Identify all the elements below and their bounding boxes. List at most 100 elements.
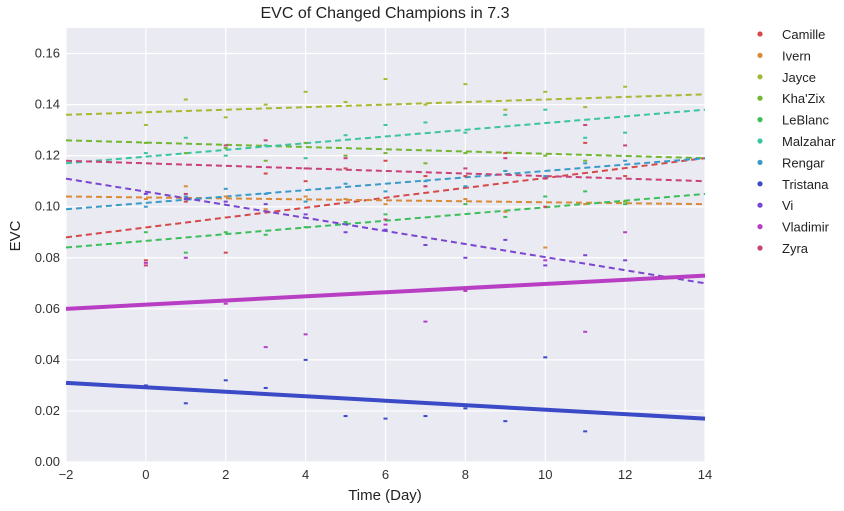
- data-point-leblanc: [383, 213, 388, 216]
- data-point-kha-zix: [303, 141, 308, 144]
- data-point-leblanc: [463, 203, 468, 206]
- legend-item-malzahar: Malzahar: [757, 134, 836, 149]
- data-point-jayce: [583, 106, 588, 109]
- trend-line-vi: [65, 177, 706, 285]
- legend-marker: [757, 74, 763, 80]
- data-point-leblanc: [343, 221, 348, 224]
- data-point-jayce: [463, 83, 468, 86]
- data-point-zyra: [503, 157, 508, 160]
- data-point-vladimir: [583, 330, 588, 333]
- legend-marker: [757, 52, 763, 59]
- data-point-vladimir: [343, 292, 348, 295]
- data-point-vi: [543, 264, 548, 267]
- data-point-jayce: [383, 78, 388, 81]
- data-point-tristana: [263, 386, 268, 389]
- data-point-malzahar: [543, 108, 548, 111]
- data-point-malzahar: [263, 144, 268, 147]
- data-point-zyra: [303, 167, 308, 170]
- y-tick-label: 0.04: [35, 352, 60, 367]
- trend-line-tristana: [65, 380, 706, 421]
- legend-label: Camille: [782, 27, 825, 42]
- data-point-jayce: [303, 90, 308, 93]
- x-tick-label: 10: [538, 467, 552, 482]
- legend-item-jayce: Jayce: [757, 70, 816, 85]
- legend-marker: [757, 95, 763, 101]
- data-point-kha-zix: [543, 154, 548, 157]
- data-point-zyra: [143, 264, 148, 267]
- data-point-vladimir: [543, 259, 548, 262]
- data-point-vi: [503, 238, 508, 241]
- legend-item-camille: Camille: [757, 27, 825, 42]
- data-point-vi: [223, 200, 228, 203]
- data-point-tristana: [183, 402, 188, 405]
- data-point-tristana: [543, 356, 548, 359]
- x-tick-label: 12: [618, 467, 632, 482]
- legend-label: Zyra: [782, 241, 809, 256]
- data-point-rengar: [183, 195, 188, 198]
- legend-label: LeBlanc: [782, 113, 829, 128]
- data-point-ivern: [583, 203, 588, 206]
- data-point-jayce: [503, 108, 508, 111]
- data-point-tristana: [223, 379, 228, 382]
- data-point-jayce: [423, 103, 428, 106]
- data-point-zyra: [423, 185, 428, 188]
- data-point-kha-zix: [423, 162, 428, 165]
- data-point-jayce: [623, 85, 628, 88]
- data-point-ivern: [343, 198, 348, 201]
- data-point-vladimir: [463, 289, 468, 292]
- x-tick-label: 8: [462, 467, 469, 482]
- data-point-vladimir: [303, 333, 308, 336]
- data-point-camille: [223, 251, 228, 254]
- x-axis-ticks: −2 0 2 4 6 8 10 12 14: [59, 467, 713, 482]
- legend-item-leblanc: LeBlanc: [757, 113, 829, 128]
- data-point-ivern: [543, 246, 548, 249]
- data-point-camille: [303, 180, 308, 183]
- trend-lines: [65, 93, 706, 421]
- data-point-leblanc: [143, 231, 148, 234]
- data-point-zyra: [343, 157, 348, 160]
- data-point-zyra: [223, 144, 228, 147]
- data-point-camille: [183, 200, 188, 203]
- legend-marker: [757, 117, 763, 123]
- data-point-rengar: [143, 205, 148, 208]
- x-tick-label: 0: [142, 467, 149, 482]
- y-tick-label: 0.08: [35, 250, 60, 265]
- legend-marker: [757, 245, 763, 251]
- x-tick-label: 2: [222, 467, 229, 482]
- data-point-leblanc: [623, 203, 628, 206]
- data-point-rengar: [583, 162, 588, 165]
- data-point-tristana: [383, 417, 388, 420]
- data-point-vi: [303, 213, 308, 216]
- x-axis-label: Time (Day): [348, 487, 422, 504]
- trend-line-malzahar: [65, 108, 706, 165]
- trend-line-vladimir: [65, 273, 706, 311]
- data-point-vi: [263, 203, 268, 206]
- data-point-camille: [583, 141, 588, 144]
- legend-label: Vladimir: [782, 220, 830, 235]
- data-point-camille: [543, 205, 548, 208]
- data-point-vi: [143, 192, 148, 195]
- x-tick-label: 4: [302, 467, 309, 482]
- y-tick-label: 0.02: [35, 403, 60, 418]
- data-point-zyra: [463, 167, 468, 170]
- data-point-leblanc: [303, 226, 308, 229]
- data-point-ivern: [463, 198, 468, 201]
- data-point-rengar: [503, 169, 508, 172]
- legend-label: Ivern: [782, 48, 811, 63]
- data-point-ivern: [383, 203, 388, 206]
- data-point-rengar: [223, 187, 228, 190]
- data-point-camille: [343, 167, 348, 170]
- data-point-camille: [463, 175, 468, 178]
- data-point-camille: [623, 175, 628, 178]
- data-point-malzahar: [503, 113, 508, 116]
- legend: Camille Ivern Jayce Kha'Zix LeBlanc Malzahar R…: [757, 27, 836, 256]
- legend-label: Rengar: [782, 155, 825, 170]
- legend-item-rengar: Rengar: [757, 155, 825, 170]
- data-point-kha-zix: [343, 154, 348, 157]
- data-point-camille: [503, 152, 508, 155]
- data-point-jayce: [143, 124, 148, 127]
- data-point-malzahar: [143, 152, 148, 155]
- y-tick-label: 0.12: [35, 148, 60, 163]
- legend-item-ivern: Ivern: [757, 48, 811, 63]
- data-point-camille: [263, 172, 268, 175]
